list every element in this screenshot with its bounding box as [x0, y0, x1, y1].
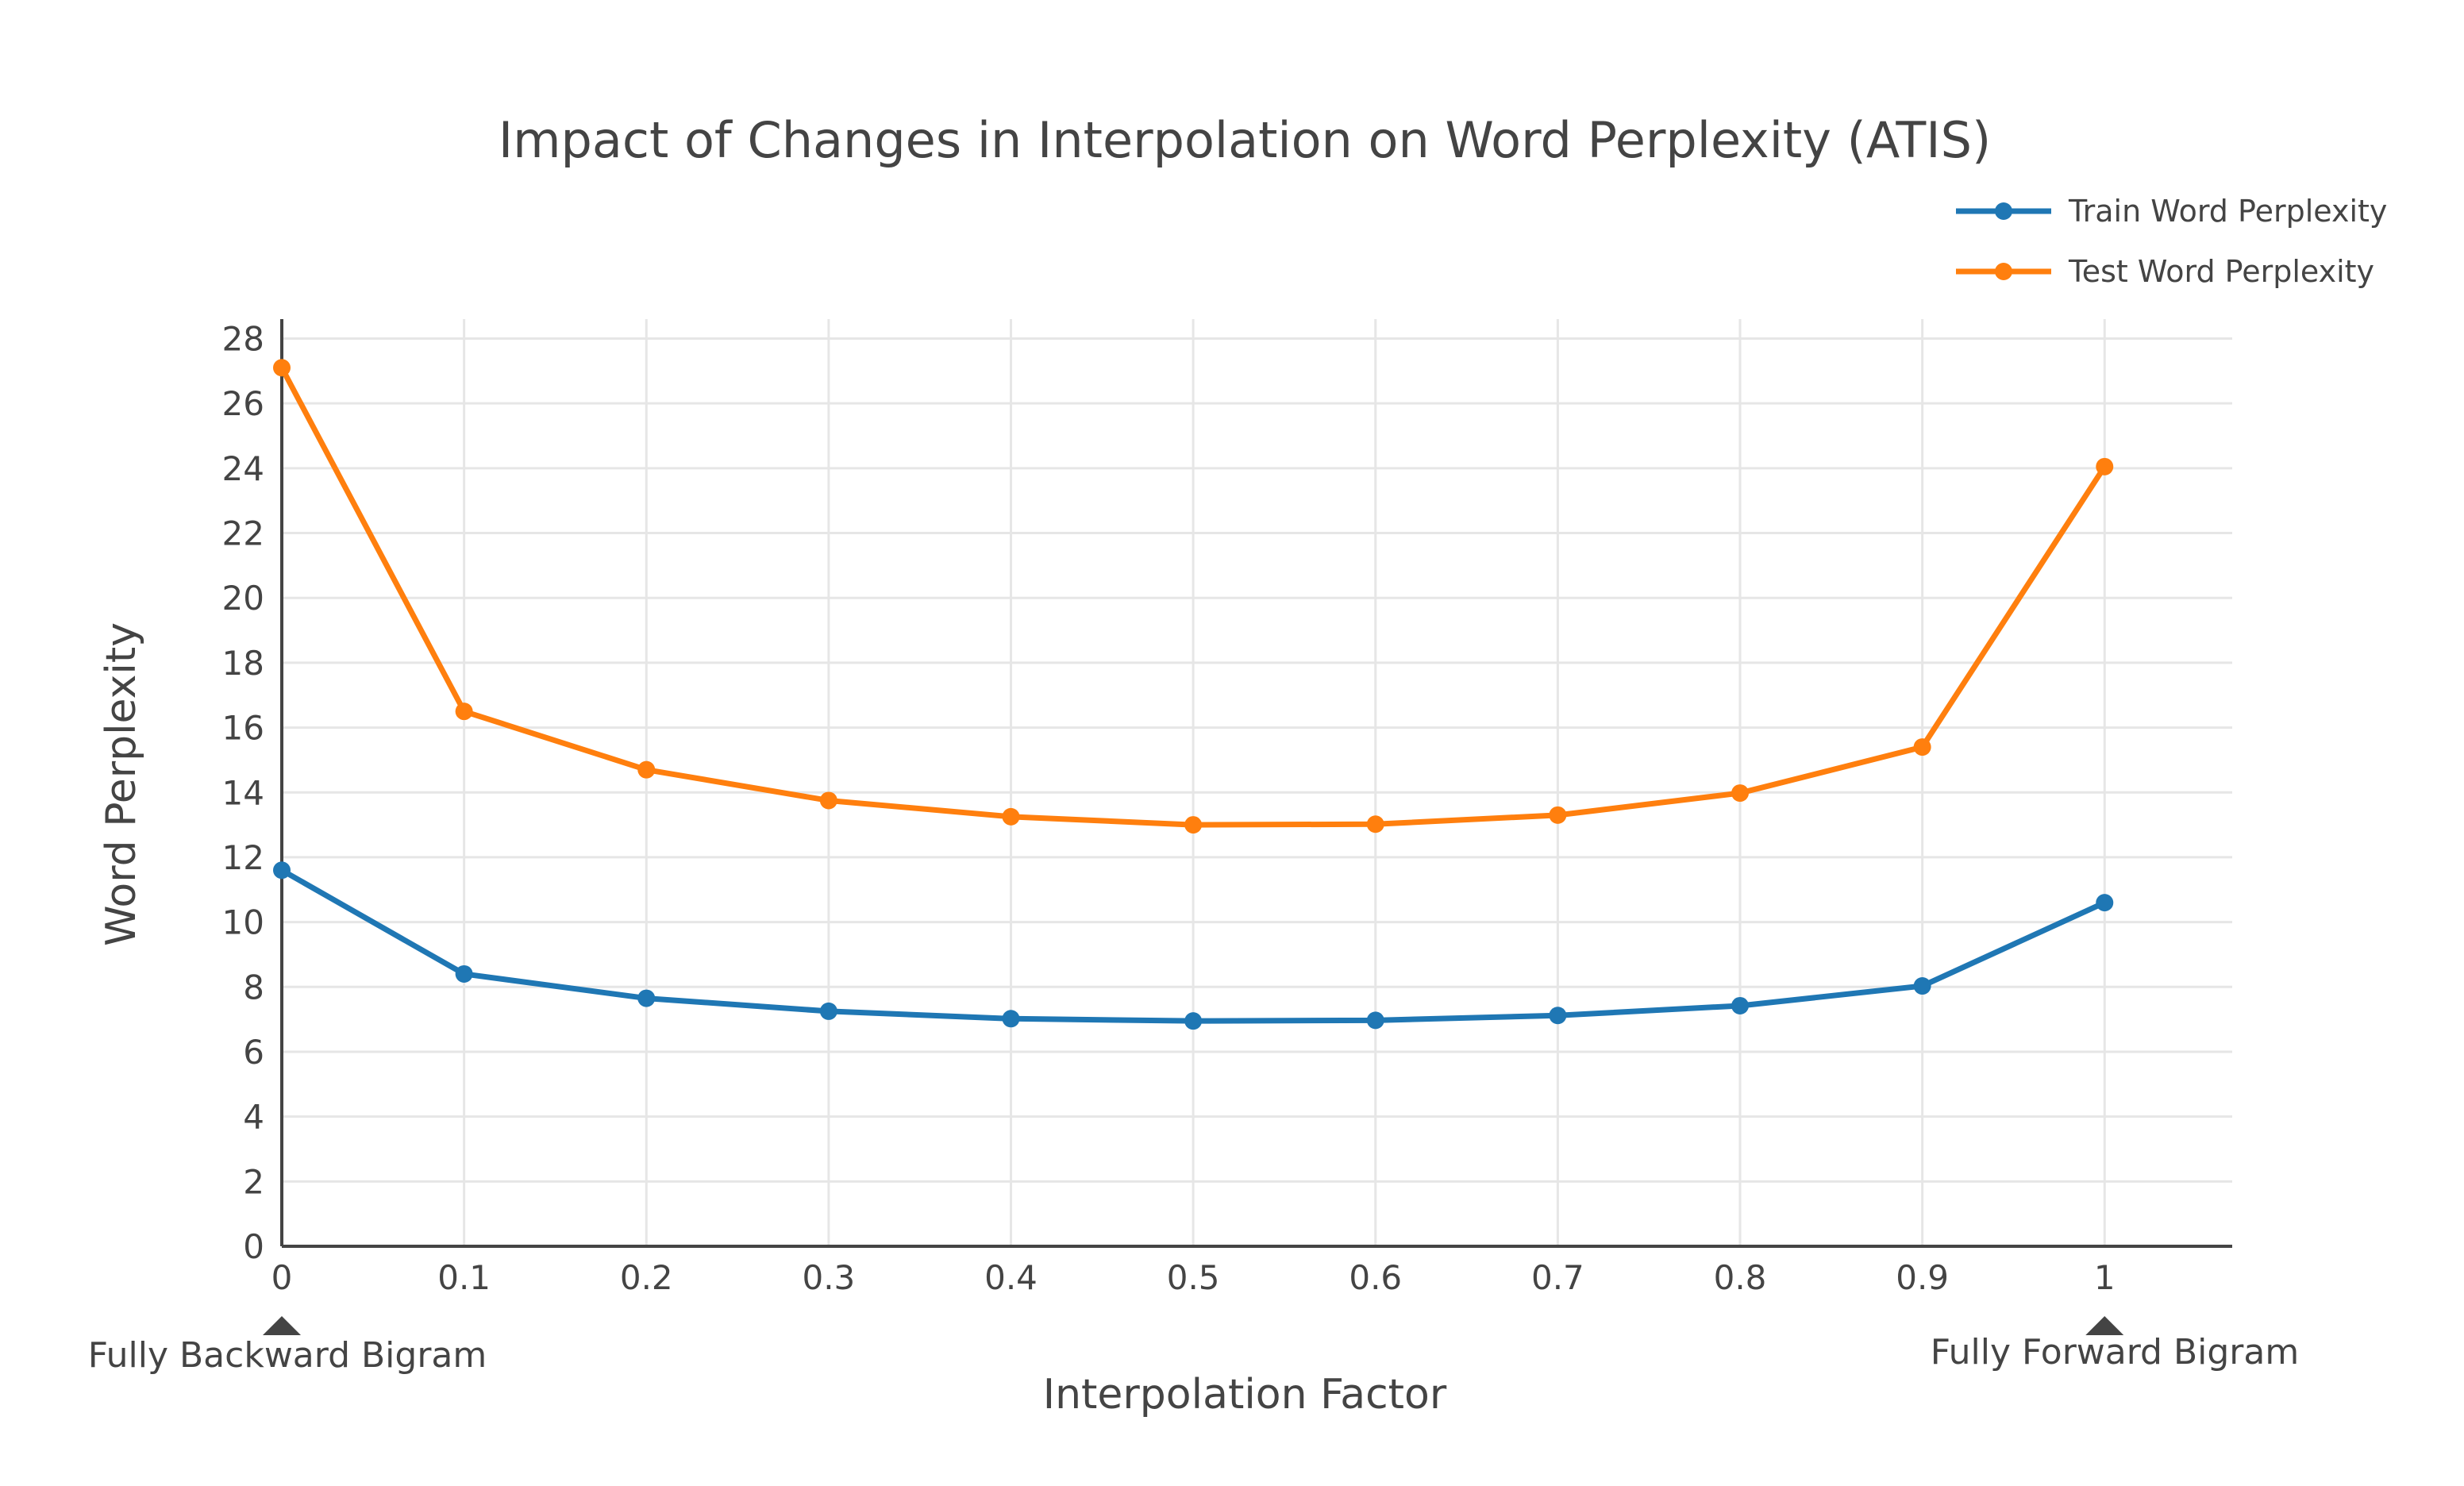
data-point[interactable] [1549, 806, 1567, 824]
legend-label: Train Word Perplexity [2068, 194, 2387, 229]
data-point[interactable] [2096, 457, 2114, 475]
data-point[interactable] [1184, 816, 1203, 834]
x-tick-label: 0.3 [802, 1258, 855, 1297]
chart-title: Impact of Changes in Interpolation on Wo… [499, 111, 1991, 169]
series-train [273, 861, 2114, 1030]
x-axis-title: Interpolation Factor [1043, 1371, 1447, 1419]
y-tick-label: 16 [222, 709, 264, 748]
y-tick-label: 0 [243, 1227, 264, 1266]
y-tick-label: 12 [222, 838, 264, 877]
y-tick-label: 4 [243, 1098, 264, 1137]
y-tick-label: 18 [222, 644, 264, 683]
data-point[interactable] [455, 703, 473, 721]
data-point[interactable] [1366, 815, 1384, 833]
x-tick-label: 0.4 [984, 1258, 1038, 1297]
legend-swatch-marker [1995, 202, 2012, 220]
x-tick-label: 1 [2094, 1258, 2116, 1297]
annotation-label: Fully Backward Bigram [88, 1335, 487, 1376]
legend-label: Test Word Perplexity [2068, 254, 2374, 289]
x-tick-label: 0.9 [1896, 1258, 1949, 1297]
y-tick-label: 22 [222, 514, 264, 553]
data-point[interactable] [455, 964, 473, 983]
x-tick-label: 0.6 [1349, 1258, 1402, 1297]
data-point[interactable] [637, 989, 656, 1007]
annotations: Fully Backward Bigram Fully Forward Bigra… [88, 1316, 2299, 1376]
series-test [273, 359, 2114, 834]
grid-lines [282, 319, 2232, 1246]
series-lines [273, 359, 2114, 1030]
x-tick-label: 0.5 [1167, 1258, 1220, 1297]
data-point[interactable] [1002, 807, 1020, 826]
data-point[interactable] [637, 760, 656, 779]
data-point[interactable] [819, 1002, 837, 1020]
data-point[interactable] [819, 791, 837, 810]
annotation-arrow-icon [263, 1316, 301, 1335]
data-point[interactable] [1913, 977, 1931, 995]
data-point[interactable] [1366, 1011, 1384, 1030]
y-tick-label: 14 [222, 773, 264, 812]
x-tick-label: 0.7 [1531, 1258, 1584, 1297]
y-tick-label: 28 [222, 320, 264, 359]
data-point[interactable] [1731, 996, 1750, 1014]
legend-item[interactable]: Train Word Perplexity [1956, 194, 2387, 229]
y-tick-label: 20 [222, 579, 264, 618]
data-point[interactable] [1549, 1007, 1567, 1025]
data-point[interactable] [273, 359, 291, 377]
data-point[interactable] [1731, 784, 1750, 803]
legend-item[interactable]: Test Word Perplexity [1956, 254, 2374, 289]
y-axis-title: Word Perplexity [98, 622, 145, 946]
y-tick-label: 2 [243, 1162, 264, 1201]
legend-swatch-marker [1995, 263, 2012, 280]
annotation-label: Fully Forward Bigram [1931, 1332, 2299, 1372]
x-tick-label: 0.8 [1714, 1258, 1767, 1297]
y-tick-label: 10 [222, 903, 264, 942]
y-tick-label: 8 [243, 968, 264, 1007]
x-tick-label: 0 [271, 1258, 293, 1297]
data-point[interactable] [2096, 894, 2114, 912]
data-point[interactable] [273, 861, 291, 880]
legend[interactable]: Train Word Perplexity Test Word Perplexit… [1956, 194, 2387, 289]
data-point[interactable] [1002, 1010, 1020, 1028]
y-tick-label: 24 [222, 449, 264, 488]
annotation-arrow-icon [2085, 1316, 2124, 1335]
y-tick-label: 26 [222, 384, 264, 423]
data-point[interactable] [1913, 738, 1931, 756]
y-tick-label: 6 [243, 1033, 264, 1072]
data-point[interactable] [1184, 1012, 1203, 1030]
x-tick-label: 0.1 [437, 1258, 491, 1297]
x-tick-label: 0.2 [620, 1258, 673, 1297]
